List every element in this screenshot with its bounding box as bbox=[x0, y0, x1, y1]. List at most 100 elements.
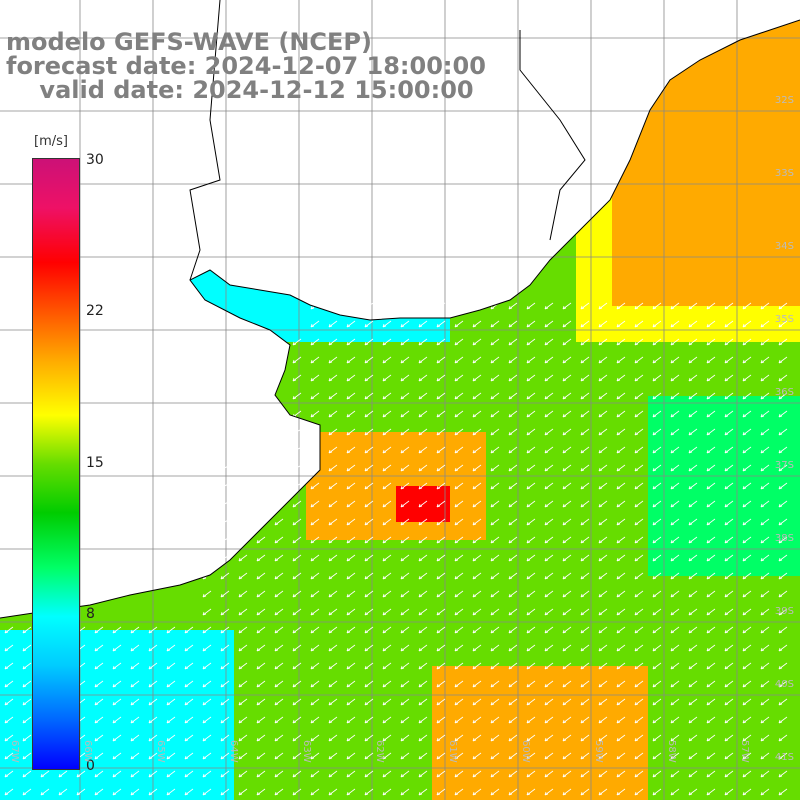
wind-arrow bbox=[778, 734, 788, 742]
wind-cell bbox=[126, 720, 144, 738]
wind-arrow bbox=[742, 752, 752, 760]
wind-arrow bbox=[526, 590, 536, 598]
wind-cell bbox=[792, 522, 800, 540]
wind-cell bbox=[468, 756, 486, 774]
wind-cell bbox=[378, 558, 396, 576]
wind-cell bbox=[216, 774, 234, 792]
wind-arrow bbox=[760, 338, 770, 346]
wind-arrow bbox=[526, 482, 536, 490]
wind-arrow bbox=[580, 464, 590, 472]
wind-cell bbox=[684, 306, 702, 324]
wind-cell bbox=[774, 306, 792, 324]
wind-arrow bbox=[760, 698, 770, 706]
wind-cell bbox=[198, 612, 216, 630]
wind-arrow bbox=[346, 374, 356, 382]
wind-arrow bbox=[166, 716, 176, 724]
wind-cell bbox=[594, 396, 612, 414]
wind-cell bbox=[216, 720, 234, 738]
wind-cell bbox=[594, 360, 612, 378]
wind-arrow bbox=[310, 410, 320, 418]
wind-cell bbox=[738, 396, 756, 414]
wind-cell bbox=[486, 558, 504, 576]
wind-cell bbox=[558, 576, 576, 594]
wind-arrow bbox=[580, 716, 590, 724]
wind-cell bbox=[252, 720, 270, 738]
wind-arrow bbox=[256, 788, 266, 796]
wind-cell bbox=[756, 198, 774, 216]
wind-cell bbox=[738, 576, 756, 594]
wind-arrow bbox=[742, 338, 752, 346]
wind-cell bbox=[648, 486, 666, 504]
wind-cell bbox=[756, 162, 774, 180]
wind-arrow bbox=[652, 734, 662, 742]
wind-arrow bbox=[706, 302, 716, 310]
wind-arrow bbox=[112, 734, 122, 742]
wind-cell bbox=[756, 234, 774, 252]
wind-arrow bbox=[544, 428, 554, 436]
wind-cell bbox=[360, 684, 378, 702]
wind-arrow bbox=[346, 698, 356, 706]
wind-cell bbox=[684, 576, 702, 594]
wind-arrow bbox=[382, 626, 392, 634]
wind-arrow bbox=[580, 734, 590, 742]
wind-arrow bbox=[652, 518, 662, 526]
wind-cell bbox=[126, 666, 144, 684]
wind-cell bbox=[738, 144, 756, 162]
wind-cell bbox=[270, 792, 288, 800]
wind-arrow bbox=[742, 698, 752, 706]
wind-cell bbox=[450, 630, 468, 648]
wind-arrow bbox=[760, 356, 770, 364]
wind-cell bbox=[702, 558, 720, 576]
wind-arrow bbox=[274, 464, 284, 472]
wind-arrow bbox=[490, 662, 500, 670]
wind-arrow bbox=[760, 464, 770, 472]
wind-cell bbox=[648, 180, 666, 198]
wind-cell bbox=[0, 648, 18, 666]
wind-arrow bbox=[76, 770, 86, 778]
wind-arrow bbox=[274, 518, 284, 526]
wind-cell bbox=[594, 504, 612, 522]
wind-arrow bbox=[166, 770, 176, 778]
wind-arrow bbox=[598, 770, 608, 778]
wind-arrow bbox=[526, 446, 536, 454]
wind-arrow bbox=[202, 716, 212, 724]
wind-cell bbox=[342, 792, 360, 800]
wind-arrow bbox=[724, 752, 734, 760]
wind-arrow bbox=[778, 374, 788, 382]
wind-arrow bbox=[364, 608, 374, 616]
wind-arrow bbox=[130, 752, 140, 760]
wind-cell bbox=[126, 648, 144, 666]
wind-arrow bbox=[364, 554, 374, 562]
wind-arrow bbox=[346, 716, 356, 724]
wind-arrow bbox=[562, 428, 572, 436]
wind-arrow bbox=[166, 680, 176, 688]
wind-cell bbox=[774, 432, 792, 450]
wind-cell bbox=[288, 522, 306, 540]
wind-cell bbox=[522, 450, 540, 468]
wind-cell bbox=[720, 162, 738, 180]
wind-arrow bbox=[436, 590, 446, 598]
wind-cell bbox=[486, 486, 504, 504]
wind-cell bbox=[216, 738, 234, 756]
wind-cell bbox=[72, 774, 90, 792]
wind-cell bbox=[360, 504, 378, 522]
wind-cell bbox=[666, 684, 684, 702]
wind-cell bbox=[486, 360, 504, 378]
wind-cell bbox=[270, 720, 288, 738]
wind-arrow bbox=[652, 482, 662, 490]
wind-cell bbox=[774, 738, 792, 756]
wind-arrow bbox=[238, 662, 248, 670]
wind-arrow bbox=[382, 320, 392, 328]
wind-arrow bbox=[220, 752, 230, 760]
wind-cell bbox=[684, 792, 702, 800]
wind-arrow bbox=[292, 464, 302, 472]
wind-cell bbox=[414, 432, 432, 450]
wind-cell bbox=[216, 648, 234, 666]
wind-arrow bbox=[706, 680, 716, 688]
wind-arrow bbox=[472, 662, 482, 670]
wind-cell bbox=[324, 774, 342, 792]
wind-cell bbox=[468, 684, 486, 702]
wind-cell bbox=[486, 432, 504, 450]
wind-cell bbox=[594, 792, 612, 800]
wind-cell bbox=[288, 594, 306, 612]
